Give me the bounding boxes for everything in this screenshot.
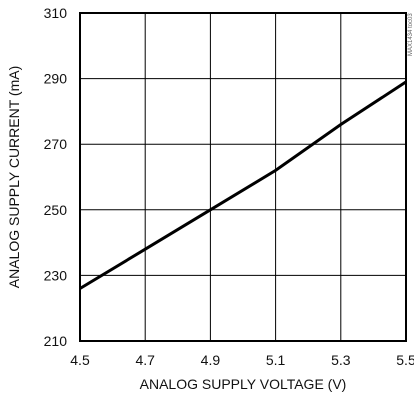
x-tick-label: 4.5 (70, 352, 90, 368)
y-axis-ticks: 210 230 250 270 290 310 (44, 5, 68, 349)
y-axis-label: ANALOG SUPPLY CURRENT (mA) (6, 66, 22, 289)
plot-frame (79, 12, 407, 342)
y-tick-label: 270 (44, 136, 68, 152)
grid (79, 12, 407, 342)
x-axis-ticks: 4.5 4.7 4.9 5.1 5.3 5.5 (70, 352, 414, 368)
series-line (79, 80, 407, 290)
x-tick-label: 4.7 (135, 352, 155, 368)
chart-code-label: MAX1434 toc03 (408, 13, 414, 56)
x-tick-label: 5.5 (396, 352, 414, 368)
x-tick-label: 5.3 (331, 352, 351, 368)
y-tick-label: 290 (44, 71, 68, 87)
y-tick-label: 250 (44, 202, 68, 218)
y-tick-label: 230 (44, 267, 68, 283)
x-axis-label: ANALOG SUPPLY VOLTAGE (V) (140, 376, 347, 392)
x-tick-label: 4.9 (201, 352, 221, 368)
y-tick-label: 310 (44, 5, 68, 21)
y-tick-label: 210 (44, 333, 68, 349)
x-tick-label: 5.1 (266, 352, 286, 368)
